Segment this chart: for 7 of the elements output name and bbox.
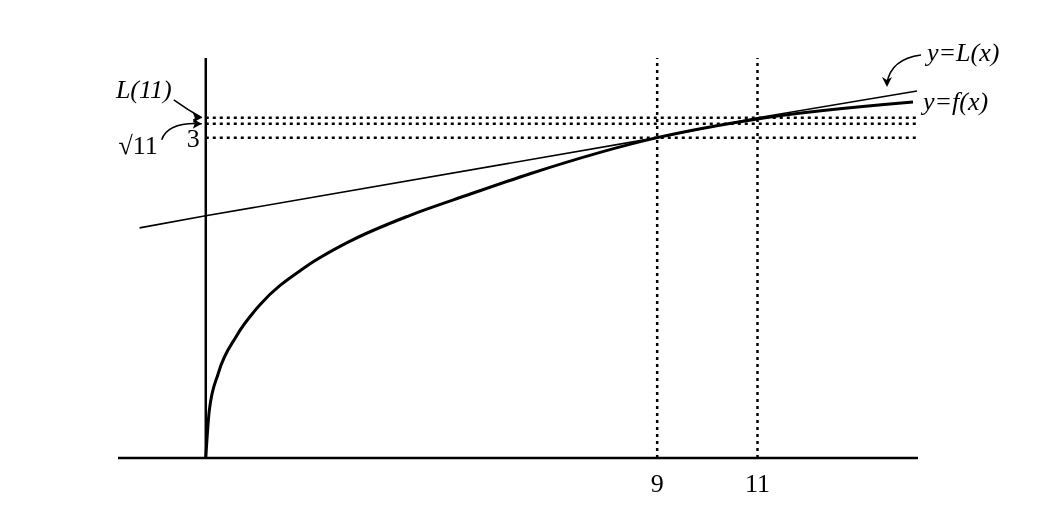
x-tick-label: 9 <box>650 469 664 499</box>
series-label: y=L(x) <box>924 38 1000 68</box>
legend-label: y=f(x) <box>919 87 989 117</box>
annotation: 3 <box>186 123 200 153</box>
ref-line-label: L(11) <box>114 74 172 104</box>
x-tick-label: 11 <box>744 469 771 499</box>
ref-line-label: √11 <box>118 130 158 160</box>
